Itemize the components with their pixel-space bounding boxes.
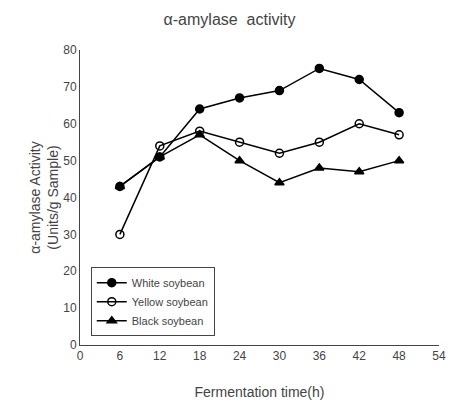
svg-text:70: 70 (63, 80, 77, 94)
svg-text:80: 80 (63, 43, 77, 57)
svg-text:White soybean: White soybean (132, 277, 205, 289)
svg-text:α-amylase Activity(Units/g Sam: α-amylase Activity(Units/g Sample) (27, 141, 61, 253)
svg-text:0: 0 (77, 349, 84, 363)
svg-text:0: 0 (70, 338, 77, 352)
svg-text:Black soybean: Black soybean (132, 315, 204, 327)
svg-text:36: 36 (313, 349, 327, 363)
svg-text:50: 50 (63, 154, 77, 168)
svg-text:60: 60 (63, 117, 77, 131)
svg-text:24: 24 (233, 349, 247, 363)
svg-text:Fermentation time(h): Fermentation time(h) (195, 384, 325, 400)
svg-text:20: 20 (63, 264, 77, 278)
svg-text:40: 40 (63, 191, 77, 205)
svg-text:48: 48 (392, 349, 406, 363)
svg-text:30: 30 (273, 349, 287, 363)
svg-text:α-amylase activity: α-amylase activity (164, 11, 296, 28)
svg-text:12: 12 (153, 349, 167, 363)
svg-text:Yellow soybean: Yellow soybean (132, 296, 208, 308)
svg-text:10: 10 (63, 301, 77, 315)
svg-text:18: 18 (193, 349, 207, 363)
svg-text:54: 54 (432, 349, 446, 363)
svg-text:42: 42 (353, 349, 367, 363)
svg-text:30: 30 (63, 228, 77, 242)
svg-text:6: 6 (117, 349, 124, 363)
